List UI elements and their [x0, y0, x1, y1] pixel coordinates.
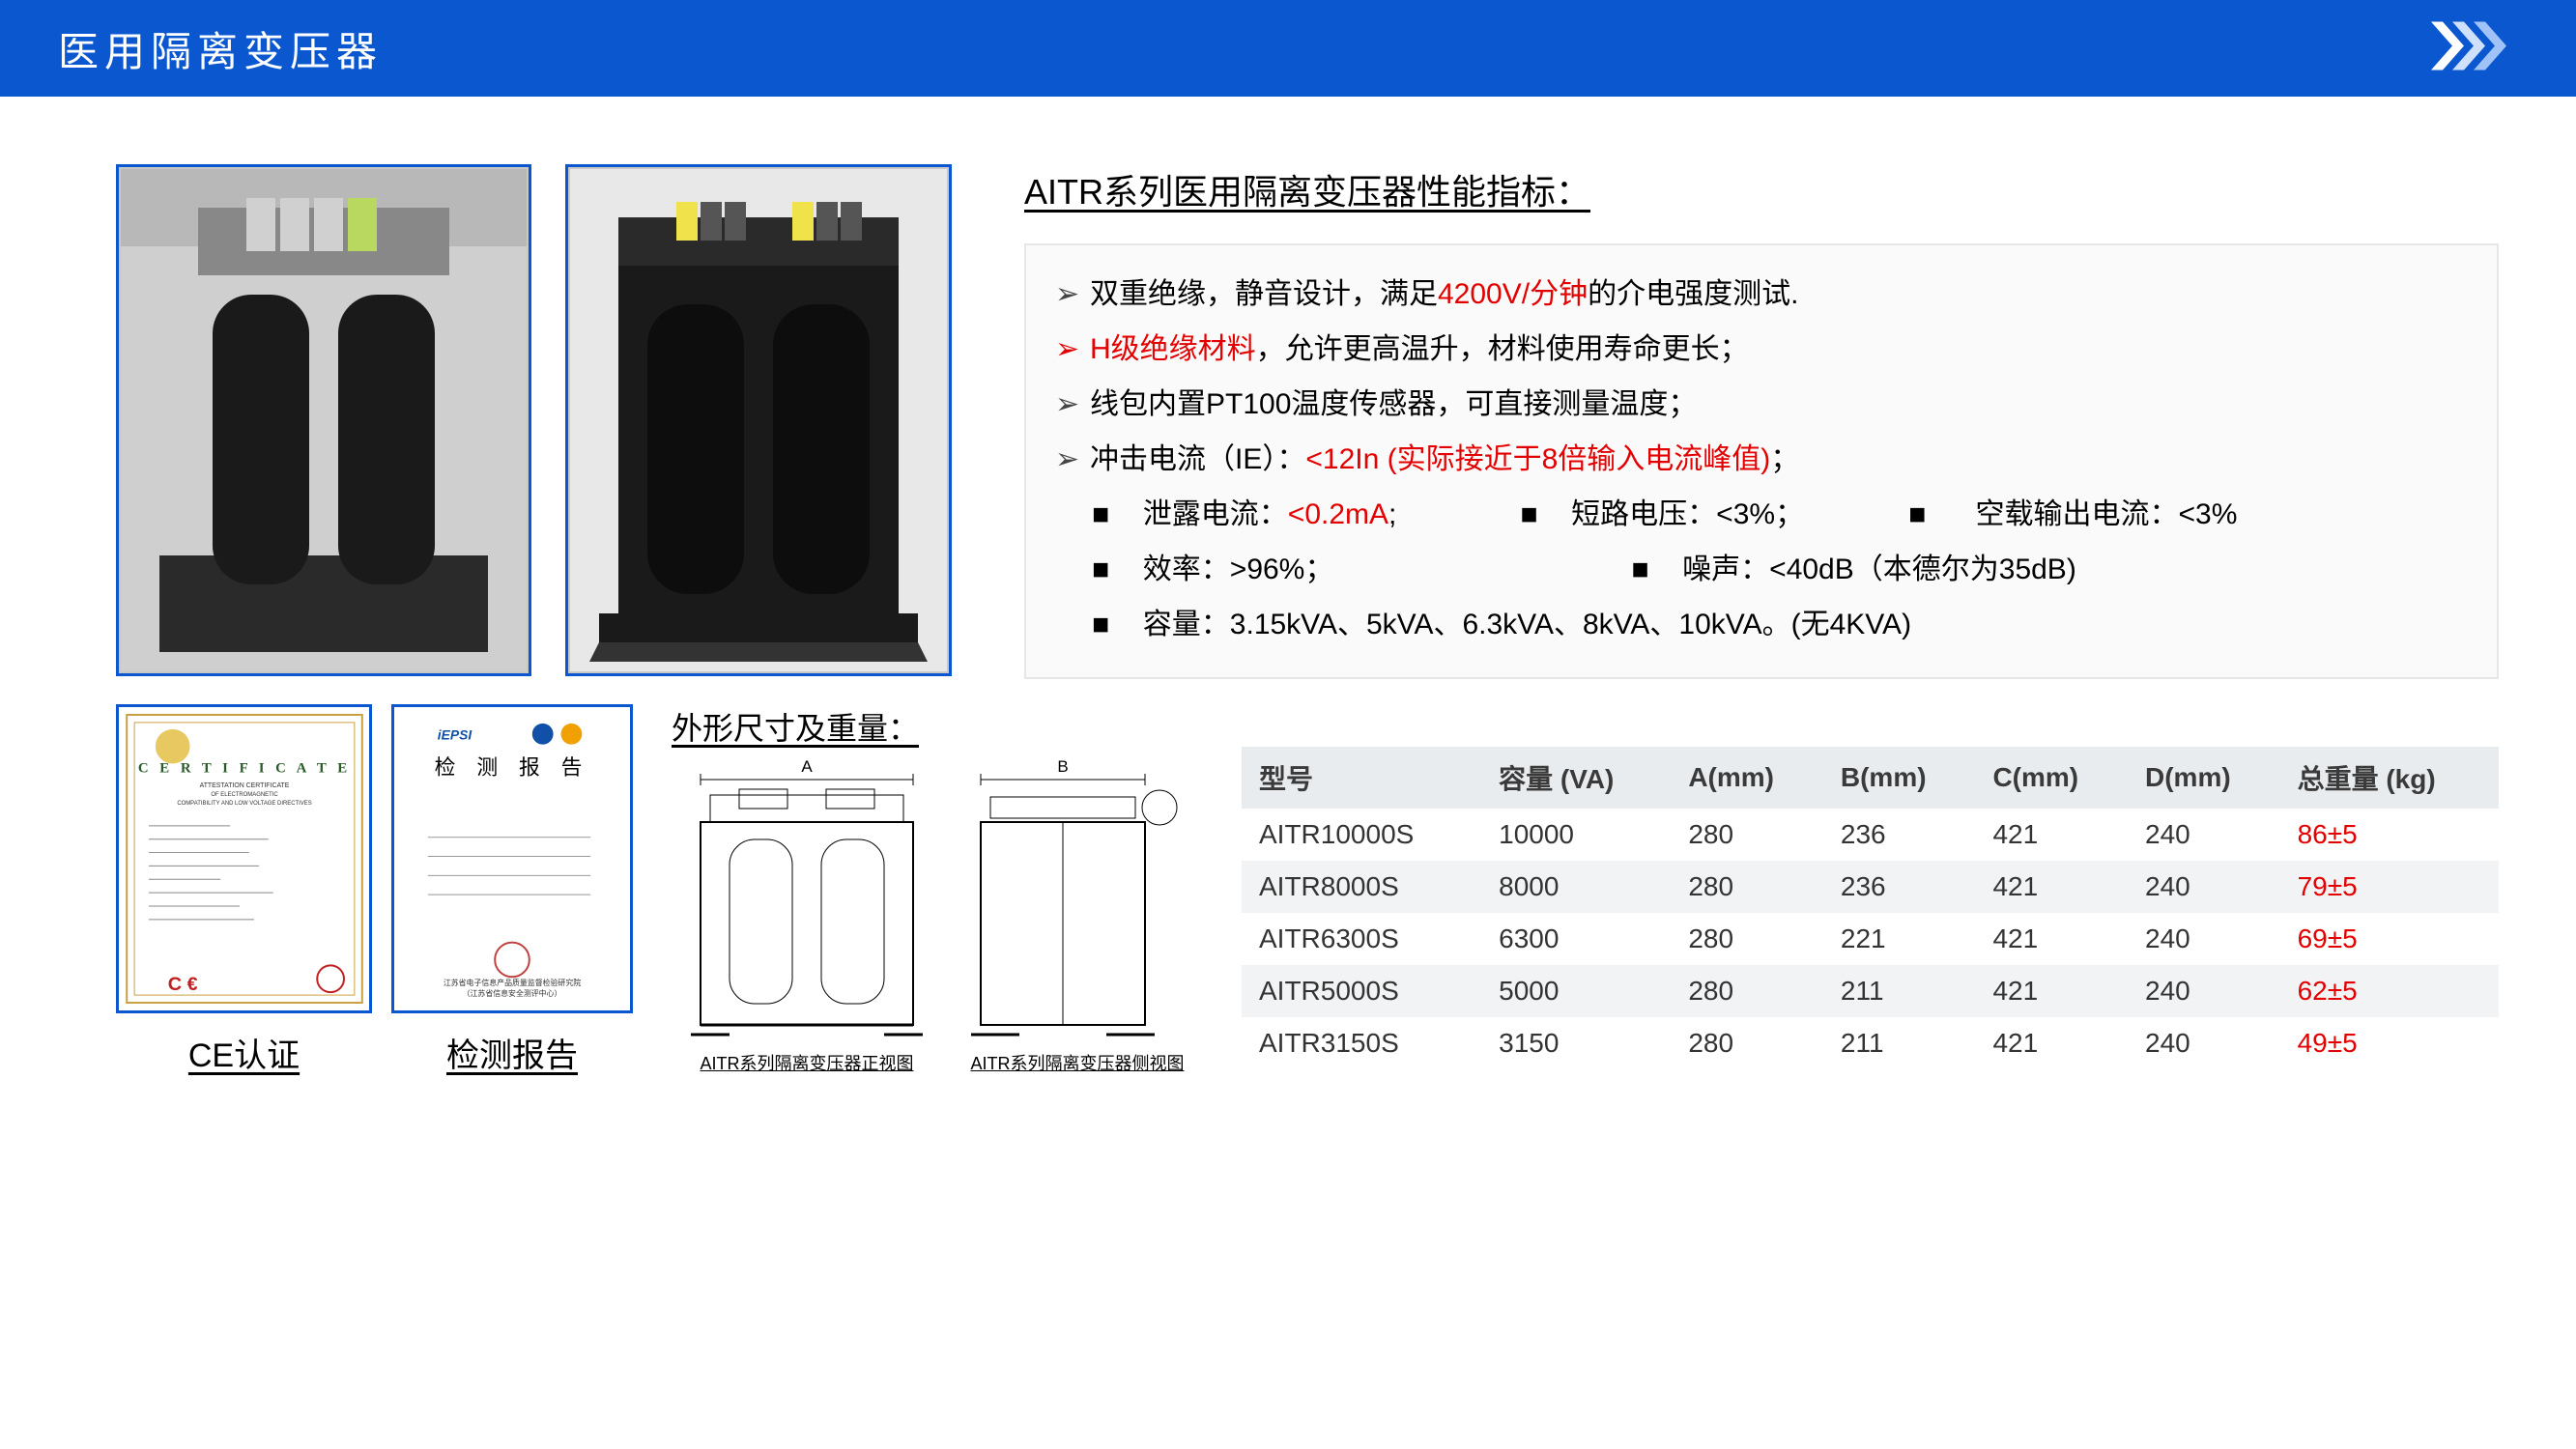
table-cell: 240 — [2128, 965, 2280, 1017]
spec-square-row: ■ 容量：3.15kVA、5kVA、6.3kVA、8kVA、10kVA。(无4K… — [1055, 597, 2468, 652]
table-row: AITR3150S315028021142124049±5 — [1242, 1017, 2499, 1069]
th-d: D(mm) — [2128, 747, 2280, 809]
table-row: AITR6300S630028022142124069±5 — [1242, 913, 2499, 965]
side-drawing: B AITR系列隔离变压器侧视图 — [952, 754, 1203, 1075]
spec-square-row: ■ 泄露电流：<0.2mA; ■ 短路电压：<3%； ■ 空载输出电流： <3% — [1055, 487, 2468, 542]
slide-title: 医用隔离变压器 — [58, 19, 383, 78]
table-cell: 421 — [1975, 1017, 2128, 1069]
table-cell: 79±5 — [2280, 861, 2499, 913]
table-cell: 421 — [1975, 913, 2128, 965]
svg-text:C €: C € — [167, 974, 197, 995]
cert-report-label: 检测报告 — [446, 1029, 578, 1076]
dimensions-table: 型号 容量 (VA) A(mm) B(mm) C(mm) D(mm) 总重量 (… — [1242, 747, 2499, 1076]
table-cell: 421 — [1975, 809, 2128, 861]
cert-report: iEPSI 检 测 报 告 江苏省电子信息产品质量监督检验研究院 （江苏省信息安… — [391, 704, 633, 1076]
th-b: B(mm) — [1823, 747, 1976, 809]
table-cell: 240 — [2128, 809, 2280, 861]
slide-header: 医用隔离变压器 — [0, 0, 2576, 97]
table-cell: 49±5 — [2280, 1017, 2499, 1069]
table-cell: 280 — [1671, 1017, 1823, 1069]
table-cell: 62±5 — [2280, 965, 2499, 1017]
svg-text:江苏省电子信息产品质量监督检验研究院: 江苏省电子信息产品质量监督检验研究院 — [444, 978, 581, 987]
svg-text:COMPATIBILITY AND LOW VOLTAGE: COMPATIBILITY AND LOW VOLTAGE DIRECTIVES — [177, 801, 311, 807]
cert-ce: C E R T I F I C A T E ATTESTATION CERTIF… — [116, 704, 372, 1076]
spec-square-row: ■ 效率：>96%； ■ 噪声：<40dB（本德尔为35dB) — [1055, 542, 2468, 597]
th-c: C(mm) — [1975, 747, 2128, 809]
table-cell: 10000 — [1481, 809, 1671, 861]
table-cell: 211 — [1823, 965, 1976, 1017]
table-cell: AITR10000S — [1242, 809, 1481, 861]
table-cell: AITR6300S — [1242, 913, 1481, 965]
table-header-row: 型号 容量 (VA) A(mm) B(mm) C(mm) D(mm) 总重量 (… — [1242, 747, 2499, 809]
table-cell: 240 — [2128, 861, 2280, 913]
dimensions-title: 外形尺寸及重量： — [672, 704, 1203, 749]
table-cell: 221 — [1823, 913, 1976, 965]
spec-bullet: ➢ 冲击电流（IE）：<12In (实际接近于8倍输入电流峰值)； — [1055, 432, 2468, 487]
svg-text:C E R T I F I C A T E: C E R T I F I C A T E — [137, 760, 350, 776]
table-cell: AITR3150S — [1242, 1017, 1481, 1069]
table-cell: 421 — [1975, 861, 2128, 913]
spec-bullet: ➢ 线包内置PT100温度传感器，可直接测量温度； — [1055, 377, 2468, 432]
dimensions-section: 外形尺寸及重量： A — [672, 704, 1203, 1076]
table-cell: 240 — [2128, 1017, 2280, 1069]
svg-text:检 测 报 告: 检 测 报 告 — [435, 754, 590, 779]
table-cell: 236 — [1823, 809, 1976, 861]
product-photo-mounted — [116, 164, 531, 676]
svg-text:（江苏省信息安全测评中心）: （江苏省信息安全测评中心） — [463, 988, 562, 998]
front-drawing: A — [672, 754, 942, 1075]
specs-column: AITR系列医用隔离变压器性能指标： ➢ 双重绝缘，静音设计，满足4200V/分… — [986, 164, 2499, 679]
table-row: AITR10000S1000028023642124086±5 — [1242, 809, 2499, 861]
table-cell: 421 — [1975, 965, 2128, 1017]
table-cell: 280 — [1671, 861, 1823, 913]
table-cell: 69±5 — [2280, 913, 2499, 965]
specs-box: ➢ 双重绝缘，静音设计，满足4200V/分钟的介电强度测试. ➢ H级绝缘材料，… — [1024, 243, 2499, 679]
table-cell: 236 — [1823, 861, 1976, 913]
table-row: AITR5000S500028021142124062±5 — [1242, 965, 2499, 1017]
table-cell: AITR5000S — [1242, 965, 1481, 1017]
svg-text:iEPSI: iEPSI — [438, 727, 473, 743]
product-photo-standalone — [565, 164, 952, 676]
svg-text:OF ELECTROMAGNETIC: OF ELECTROMAGNETIC — [211, 792, 278, 798]
th-model: 型号 — [1242, 747, 1481, 809]
chevrons-icon — [2431, 17, 2518, 80]
table-cell: 280 — [1671, 913, 1823, 965]
spec-bullet: ➢ H级绝缘材料，允许更高温升，材料使用寿命更长； — [1055, 322, 2468, 377]
th-weight: 总重量 (kg) — [2280, 747, 2499, 809]
table-cell: 211 — [1823, 1017, 1976, 1069]
svg-text:ATTESTATION CERTIFICATE: ATTESTATION CERTIFICATE — [199, 782, 289, 789]
table-row: AITR8000S800028023642124079±5 — [1242, 861, 2499, 913]
table-cell: 5000 — [1481, 965, 1671, 1017]
table-cell: 86±5 — [2280, 809, 2499, 861]
th-capacity: 容量 (VA) — [1481, 747, 1671, 809]
th-a: A(mm) — [1671, 747, 1823, 809]
svg-text:B: B — [1057, 757, 1068, 776]
table-cell: 6300 — [1481, 913, 1671, 965]
table-cell: 280 — [1671, 965, 1823, 1017]
spec-bullet: ➢ 双重绝缘，静音设计，满足4200V/分钟的介电强度测试. — [1055, 267, 2468, 322]
side-caption: AITR系列隔离变压器侧视图 — [971, 1050, 1185, 1075]
table-cell: 8000 — [1481, 861, 1671, 913]
table-cell: AITR8000S — [1242, 861, 1481, 913]
front-caption: AITR系列隔离变压器正视图 — [701, 1050, 914, 1075]
table-cell: 280 — [1671, 809, 1823, 861]
specs-title: AITR系列医用隔离变压器性能指标： — [1024, 164, 2499, 214]
table-cell: 3150 — [1481, 1017, 1671, 1069]
svg-text:A: A — [801, 757, 813, 776]
cert-ce-label: CE认证 — [188, 1029, 300, 1076]
table-cell: 240 — [2128, 913, 2280, 965]
